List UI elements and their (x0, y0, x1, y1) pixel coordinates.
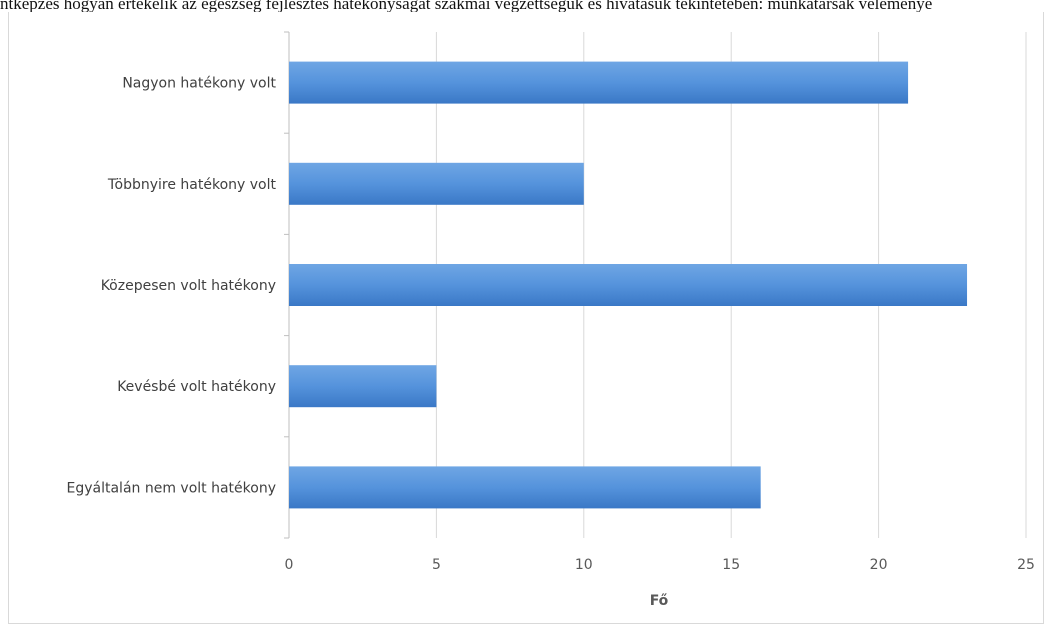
bar-3 (289, 264, 968, 306)
bar-5 (289, 466, 761, 509)
bar-1 (289, 61, 909, 104)
bar-2 (289, 162, 584, 205)
header-text: ntképzés hogyan értékelik az egészség fe… (0, 0, 933, 12)
bars (289, 61, 968, 509)
category-axis (284, 31, 290, 539)
category-label-5: Egyáltalán nem volt hatékony (67, 480, 277, 496)
x-tick-label-10: 10 (575, 557, 593, 573)
x-tick-label-5: 5 (432, 557, 441, 573)
x-tick-label-0: 0 (285, 557, 294, 573)
x-tick-label-20: 20 (870, 557, 888, 573)
bar-4 (289, 365, 437, 408)
x-tick-labels: 0 5 10 15 20 25 (285, 557, 1035, 573)
chart-area (8, 12, 1044, 624)
category-labels: Nagyon hatékony volt Többnyire hatékony v… (67, 76, 277, 497)
category-label-1: Nagyon hatékony volt (122, 76, 276, 92)
category-label-2: Többnyire hatékony volt (107, 177, 277, 193)
category-label-3: Közepesen volt hatékony (101, 278, 276, 294)
category-label-4: Kevésbé volt hatékony (117, 379, 276, 395)
x-tick-label-15: 15 (722, 557, 740, 573)
x-tick-label-25: 25 (1017, 557, 1035, 573)
x-axis-title: Fő (650, 593, 669, 609)
